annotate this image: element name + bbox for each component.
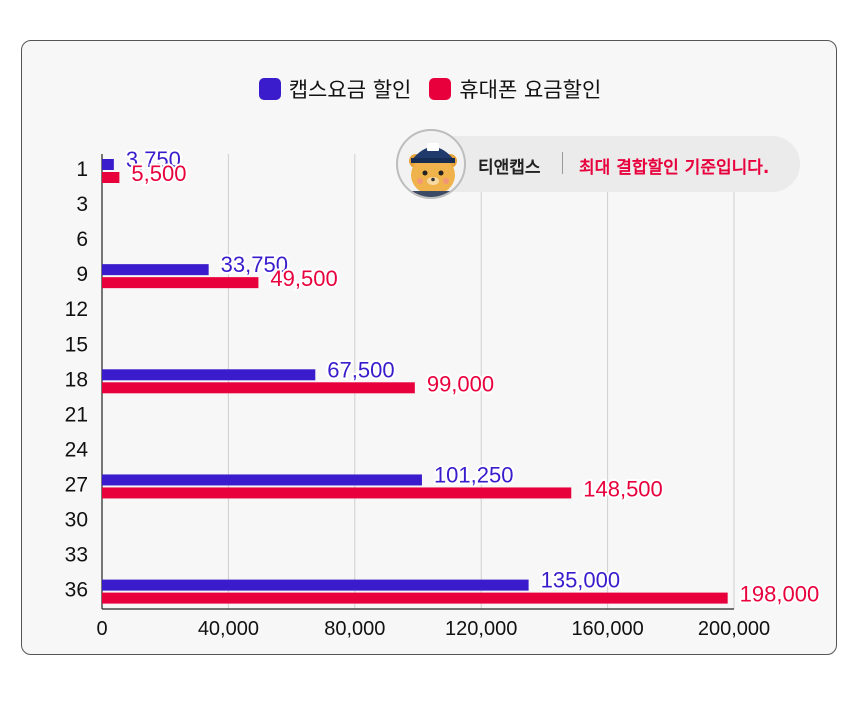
- legend-label-phone: 휴대폰 요금할인: [459, 78, 602, 102]
- callout-note: 최대 결합할인 기준입니다.: [579, 158, 770, 178]
- y-tick-label: 12: [65, 298, 88, 321]
- x-tick-label: 40,000: [198, 618, 259, 640]
- y-tick-label: 24: [65, 438, 89, 461]
- data-label-phone: 198,000: [740, 582, 820, 607]
- y-tick-label: 1: [76, 158, 88, 181]
- y-tick-label: 33: [65, 544, 88, 567]
- y-tick-label: 36: [65, 579, 88, 602]
- bar-phone: [102, 487, 572, 499]
- x-tick-label: 80,000: [324, 618, 385, 640]
- y-tick-label: 30: [65, 509, 88, 532]
- bar-phone: [102, 592, 728, 604]
- data-label-phone: 49,500: [270, 266, 337, 291]
- legend-label-caps: 캡스요금 할인: [288, 78, 412, 102]
- bar-caps: [102, 264, 209, 276]
- legend: 캡스요금 할인 휴대폰 요금할인: [0, 74, 860, 104]
- x-tick-label: 120,000: [445, 618, 517, 640]
- data-label-caps: 3,750: [126, 147, 181, 172]
- data-label-phone: 99,000: [427, 371, 494, 396]
- bear-mascot-icon: [396, 129, 466, 199]
- bar-caps: [102, 579, 529, 591]
- y-tick-label: 9: [76, 263, 88, 286]
- bar-phone: [102, 382, 415, 394]
- data-label-caps: 135,000: [541, 568, 621, 593]
- y-tick-label: 21: [65, 403, 88, 426]
- bar-caps: [102, 159, 114, 170]
- x-tick-label: 160,000: [571, 618, 643, 640]
- x-tick-label: 200,000: [698, 618, 770, 640]
- bar-phone: [102, 172, 120, 183]
- data-label-phone: 5,500: [131, 161, 186, 186]
- legend-item-caps[interactable]: 캡스요금 할인: [258, 74, 412, 104]
- x-tick-label: 0: [96, 618, 107, 640]
- callout-separator: [562, 152, 563, 174]
- bar-caps: [102, 474, 422, 486]
- callout-brand: 티앤캡스: [478, 158, 541, 178]
- data-label-caps: 101,250: [434, 462, 514, 487]
- data-label-phone: 148,500: [583, 476, 663, 501]
- bar-caps: [102, 369, 316, 381]
- data-label-caps: 33,750: [221, 252, 288, 277]
- legend-swatch-caps: [258, 78, 281, 100]
- y-tick-label: 3: [76, 193, 88, 216]
- bar-phone: [102, 277, 259, 289]
- y-tick-label: 27: [65, 473, 88, 496]
- legend-item-phone[interactable]: 휴대폰 요금할인: [429, 74, 601, 104]
- legend-swatch-phone: [429, 78, 452, 100]
- y-tick-label: 6: [76, 228, 88, 251]
- y-tick-label: 15: [65, 333, 88, 356]
- data-label-caps: 67,500: [327, 357, 394, 382]
- y-tick-label: 18: [65, 368, 88, 391]
